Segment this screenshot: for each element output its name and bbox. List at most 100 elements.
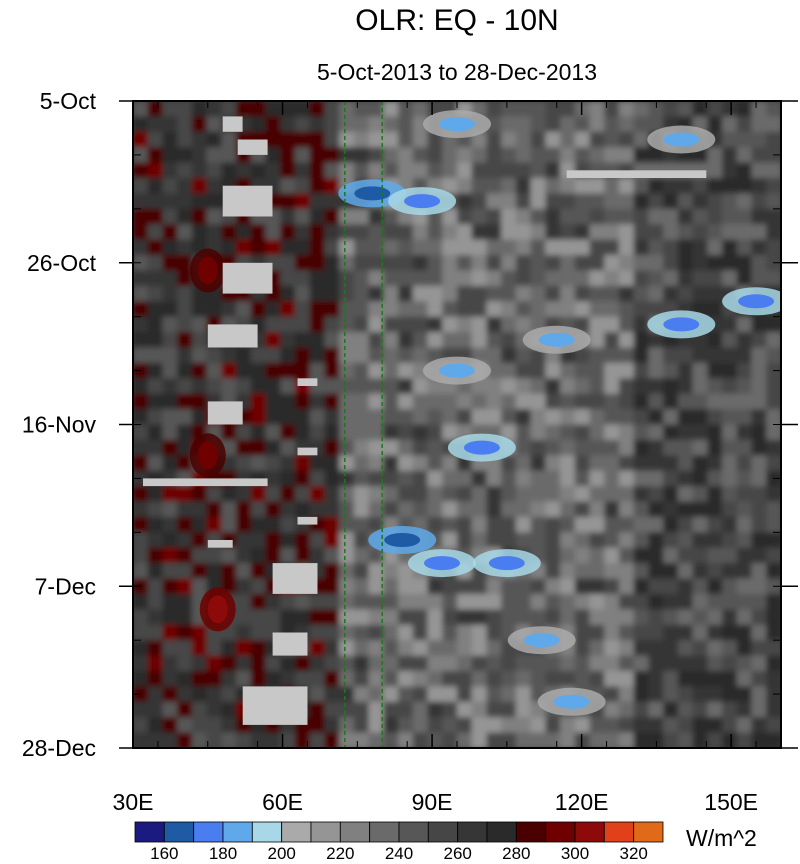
field-cell (339, 671, 355, 688)
field-cell (206, 547, 223, 565)
field-cell (412, 732, 429, 748)
field-cell (250, 655, 267, 672)
field-cell (295, 116, 311, 133)
field-cell (530, 116, 547, 133)
field-cell (368, 732, 385, 748)
field-cell (766, 424, 781, 441)
field-cell (324, 347, 341, 364)
field-cell (663, 640, 679, 657)
field-cell (589, 624, 606, 642)
field-cell (751, 701, 768, 719)
field-cell (633, 609, 650, 626)
field-cell (633, 470, 650, 488)
field-cell (398, 285, 414, 303)
field-cell (736, 455, 753, 472)
field-cell (368, 362, 385, 380)
field-cell (353, 655, 370, 672)
field-cell (324, 239, 341, 256)
field-cell (442, 162, 458, 179)
field-cell (398, 501, 414, 518)
field-cell (530, 671, 547, 688)
field-cell (486, 609, 503, 626)
field-cell (589, 671, 606, 688)
field-cell (736, 732, 753, 748)
y-tick-label: 16-Nov (22, 412, 97, 438)
field-cell (633, 239, 650, 256)
field-cell (619, 409, 635, 426)
field-cell (589, 393, 606, 411)
field-cell (751, 239, 768, 256)
field-cell (604, 285, 620, 303)
field-cell (191, 409, 208, 426)
field-cell (530, 732, 547, 748)
field-cell (133, 655, 149, 672)
field-cell (766, 609, 781, 626)
field-cell (501, 671, 517, 688)
field-cell (619, 563, 635, 580)
field-cell (250, 301, 267, 318)
field-cell (471, 655, 488, 672)
field-cell (295, 470, 311, 488)
field-cell (501, 162, 517, 179)
field-cell (751, 532, 768, 549)
field-cell (619, 116, 635, 133)
field-cell (383, 671, 400, 688)
field-cell (633, 671, 650, 688)
field-cell (545, 655, 562, 672)
field-cell (442, 285, 458, 303)
field-cell (162, 393, 179, 411)
field-cell (722, 178, 738, 195)
field-cell (707, 193, 724, 210)
field-cell (339, 285, 355, 303)
field-cell (133, 701, 149, 719)
field-cell (501, 455, 517, 472)
field-cell (250, 640, 267, 657)
field-cell (501, 717, 517, 734)
field-cell (368, 224, 385, 241)
field-cell (722, 532, 738, 549)
field-cell (324, 101, 341, 118)
field-cell (162, 624, 179, 642)
field-cell (353, 332, 370, 349)
field-cell (707, 732, 724, 748)
field-cell (353, 101, 370, 118)
field-cell (545, 378, 562, 395)
colorbar-swatch (193, 821, 224, 843)
field-cell (368, 116, 385, 133)
field-cell (574, 101, 591, 118)
field-cell (545, 193, 562, 210)
field-cell (236, 101, 252, 118)
field-cell (530, 424, 547, 441)
field-cell (515, 131, 532, 149)
field-cell (619, 640, 635, 657)
colorbar-swatch (486, 821, 517, 843)
field-cell (707, 147, 724, 164)
field-cell (604, 224, 620, 241)
field-cell (604, 686, 620, 703)
field-cell (766, 409, 781, 426)
field-cell (383, 486, 400, 503)
missing-data-patch (222, 262, 273, 294)
field-cell (133, 131, 149, 149)
field-cell (162, 239, 179, 256)
field-cell (295, 101, 311, 118)
field-cell (206, 701, 223, 719)
field-cell (736, 378, 753, 395)
field-cell (545, 224, 562, 241)
field-cell (162, 439, 179, 457)
field-cell (177, 285, 193, 303)
field-cell (486, 301, 503, 318)
field-cell (412, 224, 429, 241)
colorbar: 160 180 200 220 240 260 280 300 320 (134, 821, 664, 863)
field-cell (368, 686, 385, 703)
field-cell (457, 732, 473, 748)
field-cell (412, 316, 429, 334)
field-cell (339, 486, 355, 503)
field-cell (412, 671, 429, 688)
field-cell (619, 686, 635, 703)
field-cell (515, 578, 532, 595)
field-cell (177, 655, 193, 672)
field-cell (442, 609, 458, 626)
missing-data-patch (297, 378, 318, 386)
field-cell (191, 162, 208, 179)
